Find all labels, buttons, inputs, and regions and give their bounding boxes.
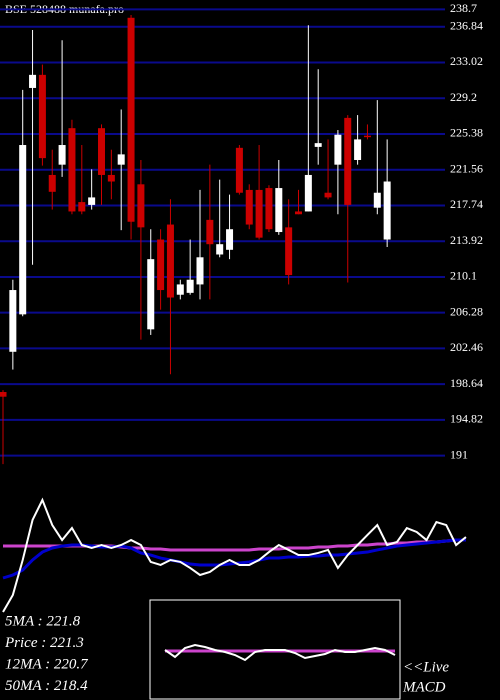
candle-body: [107, 174, 115, 182]
y-tick-label: 238.7: [450, 1, 477, 15]
y-tick-label: 202.46: [450, 340, 483, 354]
series-line: [164, 643, 396, 662]
series-line: [2, 497, 467, 613]
candle-body: [304, 174, 312, 212]
y-tick-label: 229.2: [450, 90, 477, 104]
candle-body: [68, 128, 76, 212]
candle-body: [88, 197, 96, 205]
candle-body: [127, 17, 135, 222]
candle-body: [186, 279, 194, 293]
candle-body: [157, 239, 165, 291]
candle-body: [166, 224, 174, 298]
y-tick-label: 198.64: [450, 376, 483, 390]
candle-body: [354, 139, 362, 160]
candle-body: [0, 392, 7, 397]
candle-body: [9, 290, 17, 352]
candle-body: [98, 128, 105, 175]
candle-body: [314, 143, 322, 147]
candle-body: [373, 192, 381, 208]
candle-body: [48, 174, 56, 192]
candle-body: [295, 211, 302, 215]
macd-title: MACD: [402, 679, 446, 695]
candle-body: [344, 117, 352, 205]
candle-body: [275, 188, 283, 233]
candle-body: [19, 145, 27, 315]
candle-body: [206, 219, 214, 245]
candle-body: [235, 147, 243, 193]
candle-body: [334, 134, 342, 165]
macd-subtitle: <<Live: [403, 659, 449, 675]
y-tick-label: 194.82: [450, 412, 483, 426]
candle-body: [147, 259, 155, 330]
y-tick-label: 233.02: [450, 54, 483, 68]
y-tick-label: 217.74: [450, 197, 483, 211]
candle-body: [29, 74, 37, 88]
y-tick-label: 213.92: [450, 233, 483, 247]
candle-body: [216, 244, 224, 255]
candle-body: [383, 181, 391, 240]
annotation: 5MA : 221.8: [5, 613, 81, 629]
candle-body: [255, 189, 263, 238]
y-tick-label: 191: [450, 447, 468, 461]
y-tick-label: 210.1: [450, 269, 477, 283]
candle-body: [38, 74, 46, 159]
candle-body: [196, 257, 204, 285]
candle-body: [245, 189, 253, 225]
macd-frame: [149, 599, 401, 700]
y-tick-label: 221.56: [450, 161, 483, 175]
annotation: Price : 221.3: [4, 635, 84, 651]
annotation: 50MA : 218.4: [5, 678, 88, 694]
y-tick-label: 236.84: [450, 19, 483, 33]
candle-body: [176, 284, 184, 295]
candle-body: [324, 192, 332, 198]
y-tick-label: 206.28: [450, 304, 483, 318]
y-tick-label: 225.38: [450, 126, 483, 140]
candle-body: [78, 202, 86, 212]
annotation: 12MA : 220.7: [5, 656, 89, 672]
candle-body: [265, 188, 273, 230]
candle-body: [117, 154, 125, 165]
candle-body: [226, 229, 234, 250]
series-line: [2, 538, 466, 580]
candle-body: [285, 227, 293, 276]
candle-body: [58, 145, 66, 165]
candle-body: [363, 135, 371, 138]
candle-body: [137, 184, 145, 228]
